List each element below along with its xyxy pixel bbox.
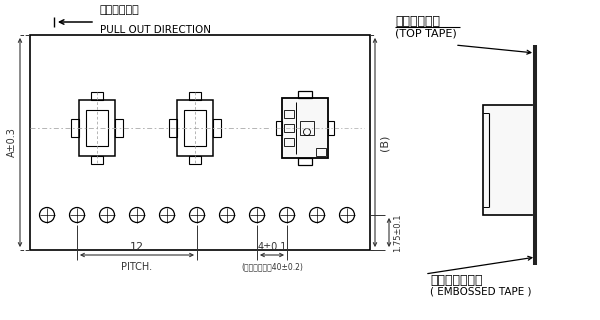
Bar bbox=[79, 100, 115, 156]
Text: (累積ピッチ：40±0.2): (累積ピッチ：40±0.2) bbox=[241, 262, 303, 271]
Text: ( EMBOSSED TAPE ): ( EMBOSSED TAPE ) bbox=[430, 286, 532, 296]
Text: 1.75±0.1: 1.75±0.1 bbox=[393, 213, 402, 252]
Bar bbox=[86, 110, 108, 146]
Bar bbox=[30, 35, 370, 250]
Bar bbox=[298, 158, 312, 165]
Bar bbox=[316, 148, 326, 156]
Bar bbox=[184, 110, 206, 146]
Bar bbox=[177, 100, 213, 156]
Bar bbox=[91, 92, 103, 100]
Bar bbox=[282, 98, 328, 158]
Bar bbox=[284, 138, 294, 146]
Text: (B): (B) bbox=[379, 134, 389, 151]
Bar bbox=[71, 119, 79, 137]
Bar bbox=[284, 110, 294, 118]
Text: エンボステープ: エンボステープ bbox=[430, 274, 482, 287]
Text: 4±0.1: 4±0.1 bbox=[257, 242, 287, 252]
Text: (TOP TAPE): (TOP TAPE) bbox=[395, 29, 457, 39]
Bar bbox=[189, 92, 201, 100]
Text: PITCH.: PITCH. bbox=[121, 262, 152, 272]
Bar bbox=[115, 119, 123, 137]
Bar bbox=[213, 119, 221, 137]
Bar bbox=[284, 124, 294, 132]
Bar bbox=[91, 156, 103, 164]
Text: PULL OUT DIRECTION: PULL OUT DIRECTION bbox=[100, 25, 211, 35]
Text: 引き出し方向: 引き出し方向 bbox=[100, 5, 140, 15]
Bar bbox=[483, 105, 534, 215]
Text: 12: 12 bbox=[130, 242, 144, 252]
Bar bbox=[328, 121, 334, 135]
Bar bbox=[169, 119, 177, 137]
Bar bbox=[189, 156, 201, 164]
Text: A±0.3: A±0.3 bbox=[7, 128, 17, 157]
Bar bbox=[300, 121, 314, 135]
Bar bbox=[276, 121, 282, 135]
Bar bbox=[298, 91, 312, 98]
Text: トップテープ: トップテープ bbox=[395, 15, 440, 28]
